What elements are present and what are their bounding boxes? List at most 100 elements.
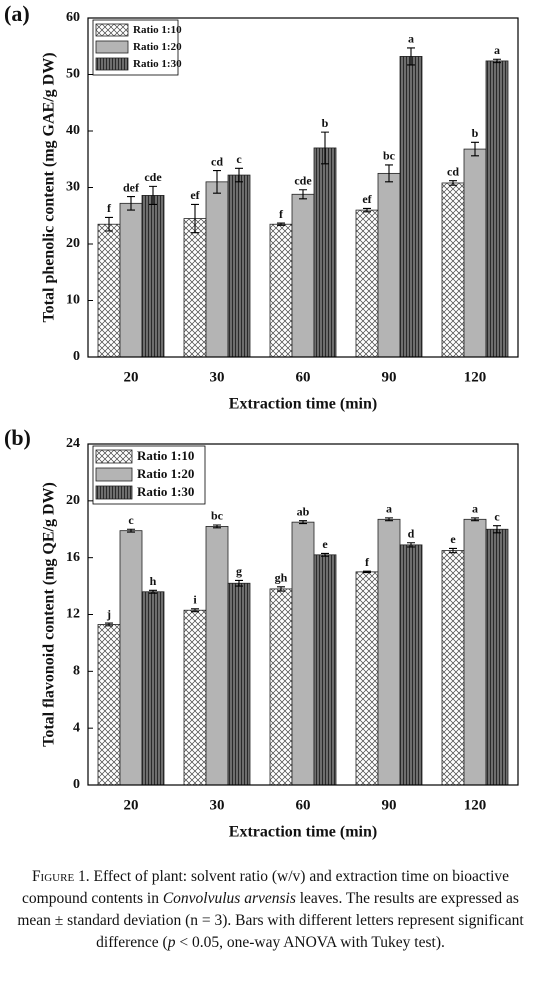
error-bar xyxy=(235,167,243,183)
significance-letter: f xyxy=(279,207,284,221)
x-tick-label: 120 xyxy=(464,797,487,813)
significance-letter: ef xyxy=(362,192,372,206)
significance-letter: ef xyxy=(190,188,200,202)
significance-letter: d xyxy=(408,526,415,540)
bar xyxy=(291,521,315,786)
y-tick-label: 24 xyxy=(66,436,80,451)
panel-label: (a) xyxy=(4,1,30,26)
bar xyxy=(291,193,315,358)
y-tick-label: 8 xyxy=(73,664,80,679)
bar xyxy=(227,582,251,786)
error-bar xyxy=(493,525,501,534)
error-bar xyxy=(471,517,479,522)
x-axis-label: Extraction time (min) xyxy=(229,396,377,413)
significance-letter: cde xyxy=(144,170,162,184)
significance-letter: c xyxy=(236,152,242,166)
significance-letter: b xyxy=(322,116,329,130)
error-bar xyxy=(385,164,393,183)
x-tick-label: 90 xyxy=(382,797,397,813)
caption: Figure 1. Effect of plant: solvent ratio… xyxy=(4,866,537,954)
error-bar xyxy=(149,185,157,205)
y-tick-label: 12 xyxy=(66,607,80,622)
significance-letter: e xyxy=(450,532,456,546)
y-tick-label: 10 xyxy=(66,293,80,308)
legend-swatch xyxy=(95,40,129,54)
caption-text: leaves. The results are expressed as mea… xyxy=(17,890,524,951)
legend-swatch xyxy=(95,23,129,37)
error-bar xyxy=(235,579,243,587)
y-tick-label: 0 xyxy=(73,777,80,792)
y-tick-label: 16 xyxy=(66,550,80,565)
legend-label: Ratio 1:30 xyxy=(133,58,182,70)
bar xyxy=(183,218,207,358)
error-bar xyxy=(277,222,285,226)
bar xyxy=(269,588,293,786)
legend-swatch xyxy=(95,57,129,71)
bar xyxy=(97,223,121,358)
significance-letter: bc xyxy=(383,149,396,163)
error-bar xyxy=(127,528,135,533)
error-bar xyxy=(191,203,199,234)
error-bar xyxy=(471,141,479,157)
error-bar xyxy=(299,189,307,200)
significance-letter: def xyxy=(123,180,140,194)
significance-letter: c xyxy=(128,513,134,527)
significance-letter: cd xyxy=(211,154,223,168)
bar xyxy=(399,56,423,358)
bar xyxy=(355,571,379,786)
significance-letter: bc xyxy=(211,509,224,523)
error-bar xyxy=(277,586,285,592)
bar xyxy=(463,518,487,786)
error-bar xyxy=(299,520,307,525)
x-tick-label: 60 xyxy=(296,369,311,385)
bar xyxy=(97,624,121,786)
significance-letter: c xyxy=(494,509,500,523)
y-axis-label: Total phenolic content (mg GAE/g DW) xyxy=(41,52,58,322)
significance-letter: f xyxy=(107,201,112,215)
y-tick-label: 20 xyxy=(66,493,80,508)
y-tick-label: 40 xyxy=(66,123,80,138)
significance-letter: h xyxy=(150,574,157,588)
error-bar xyxy=(449,547,457,554)
significance-letter: a xyxy=(472,502,478,516)
error-bar xyxy=(363,207,371,213)
bar xyxy=(377,518,401,786)
x-tick-label: 30 xyxy=(210,797,225,813)
bar xyxy=(377,172,401,358)
legend-label: Ratio 1:20 xyxy=(137,466,194,481)
legend-swatch xyxy=(95,485,133,500)
bar xyxy=(141,195,165,358)
significance-letter: e xyxy=(322,537,328,551)
bar xyxy=(205,526,229,786)
bar xyxy=(441,182,465,358)
bar xyxy=(313,554,337,786)
x-tick-label: 60 xyxy=(296,797,311,813)
bar xyxy=(313,147,337,358)
caption-text: p xyxy=(167,934,176,951)
significance-letter: b xyxy=(472,126,479,140)
x-tick-label: 20 xyxy=(124,369,139,385)
error-bar xyxy=(149,589,157,594)
caption-text: Effect of plant: solvent ratio (w/v) and… xyxy=(22,868,510,907)
error-bar xyxy=(213,170,221,194)
error-bar xyxy=(213,524,221,529)
bar xyxy=(269,223,293,358)
bar xyxy=(463,148,487,358)
x-tick-label: 90 xyxy=(382,369,397,385)
bar xyxy=(399,544,423,786)
caption-text: < 0.05, one-way ANOVA with Tukey test). xyxy=(175,934,445,951)
bar xyxy=(183,609,207,786)
error-bar xyxy=(385,517,393,522)
y-tick-label: 4 xyxy=(73,720,80,735)
legend-label: Ratio 1:20 xyxy=(133,41,182,53)
legend-label: Ratio 1:10 xyxy=(137,448,194,463)
significance-letter: cd xyxy=(447,164,459,178)
error-bar xyxy=(407,47,415,66)
bar xyxy=(355,209,379,358)
significance-letter: g xyxy=(236,564,242,578)
error-bar xyxy=(449,180,457,186)
significance-letter: i xyxy=(193,593,197,607)
caption-label: Figure 1. xyxy=(31,868,90,885)
